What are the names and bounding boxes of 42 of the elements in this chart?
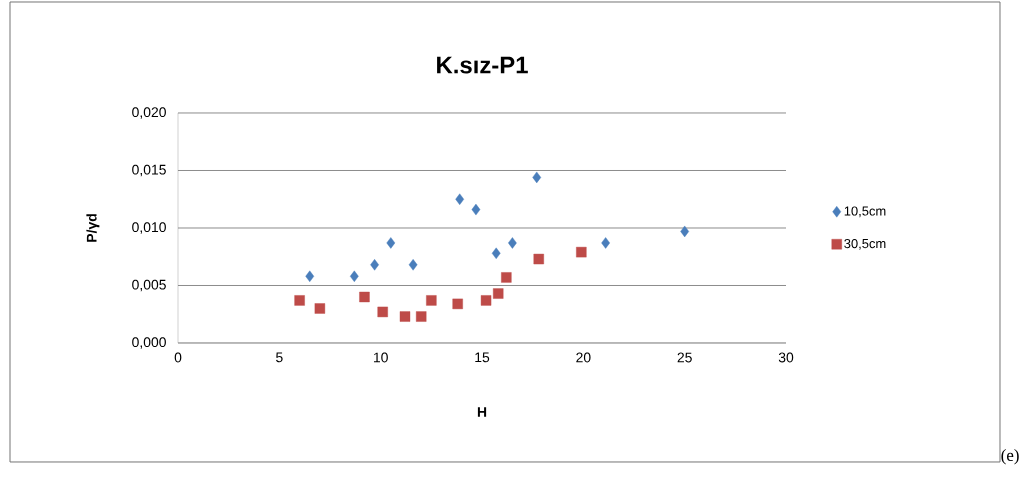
- y-tick-label: 0,010: [132, 222, 166, 234]
- x-tick-label: 0: [174, 352, 182, 363]
- point: [452, 298, 463, 310]
- point: [426, 295, 437, 306]
- point: [314, 303, 326, 314]
- point: [532, 171, 542, 184]
- y-tick-label: 0,020: [132, 107, 166, 119]
- x-axis-title: H: [477, 407, 487, 417]
- legend-label: 10,5cm: [844, 206, 886, 218]
- y-tick-label: 0,015: [132, 164, 166, 177]
- y-axis-title: P/γd: [86, 214, 100, 242]
- point: [501, 272, 512, 283]
- point: [508, 237, 517, 249]
- point: [377, 306, 388, 318]
- point: [576, 246, 587, 258]
- point: [416, 311, 427, 322]
- point: [491, 247, 501, 259]
- point: [480, 295, 492, 306]
- point: [408, 259, 418, 271]
- point: [601, 237, 610, 249]
- x-tick-label: 5: [276, 352, 283, 363]
- legend-label: 30,5cm: [844, 238, 886, 250]
- point: [305, 270, 315, 282]
- x-tick-label: 20: [576, 352, 591, 363]
- point: [359, 291, 370, 303]
- x-tick-label: 15: [475, 352, 490, 363]
- point: [399, 311, 411, 322]
- point: [455, 193, 465, 205]
- y-tick-label: 0,000: [132, 337, 166, 349]
- point: [386, 237, 396, 249]
- chart-title: K.sız-P1: [437, 56, 528, 74]
- x-tick-label: 25: [677, 352, 692, 363]
- point: [533, 253, 544, 265]
- point: [493, 288, 504, 299]
- x-tick-label: 30: [778, 352, 794, 363]
- y-tick-label: 0,005: [132, 279, 166, 292]
- point: [370, 259, 379, 271]
- point: [350, 270, 359, 282]
- point: [471, 203, 481, 216]
- text: (e): [1001, 449, 1019, 465]
- x-tick-label: 10: [373, 352, 388, 363]
- point: [294, 295, 305, 306]
